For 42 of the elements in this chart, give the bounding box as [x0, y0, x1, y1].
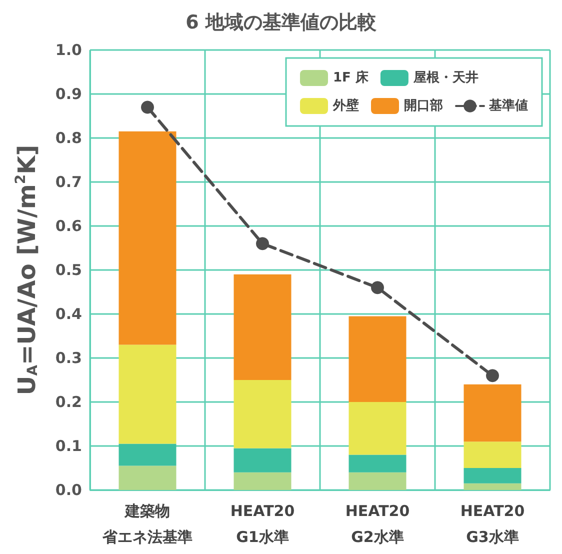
bar [348, 454, 406, 472]
bar [234, 448, 292, 472]
bar [118, 344, 176, 444]
legend-label: 外壁 [332, 98, 359, 114]
chart-title: 6 地域の基準値の比較 [186, 12, 378, 34]
legend-label: 屋根・天井 [412, 70, 478, 86]
y-tick-label: 0.4 [55, 305, 82, 323]
bar [464, 483, 522, 490]
x-tick-label: HEAT20 G3水準 [460, 502, 525, 546]
bar [464, 442, 522, 468]
y-tick-label: 0.6 [55, 217, 82, 235]
bar [464, 468, 522, 484]
bar [348, 472, 406, 490]
bar [348, 402, 406, 455]
bar [234, 472, 292, 490]
y-tick-label: 0.9 [55, 85, 82, 103]
y-tick-label: 0.3 [55, 349, 82, 367]
bar [118, 131, 176, 345]
y-tick-label: 0.1 [55, 437, 82, 455]
y-axis-title: UA=UA/Ao [W/m2K] [13, 144, 41, 396]
x-tick-label: HEAT20 G1水準 [230, 502, 295, 546]
y-tick-label: 0.5 [55, 261, 82, 279]
bar [348, 316, 406, 402]
legend-label: 基準値 [488, 98, 528, 114]
point [371, 281, 384, 294]
y-tick-label: 0.2 [55, 393, 82, 411]
y-tick-label: 0.7 [55, 173, 82, 191]
legend-label: 開口部 [404, 98, 443, 114]
y-tick-label: 0.8 [55, 129, 82, 147]
legend-label: 1F 床 [333, 70, 370, 86]
y-tick-label: 1.0 [55, 41, 82, 59]
point [141, 100, 154, 114]
x-tick-label: HEAT20 G2水準 [345, 502, 410, 546]
bar [234, 274, 292, 380]
point [256, 237, 269, 250]
bar [118, 444, 176, 466]
y-tick-label: 0.0 [55, 481, 82, 499]
x-tick-label: 建築物省エネ法基準 [102, 502, 192, 546]
bar [234, 380, 292, 448]
bar [464, 384, 522, 442]
bar [118, 466, 176, 490]
point [486, 369, 499, 382]
